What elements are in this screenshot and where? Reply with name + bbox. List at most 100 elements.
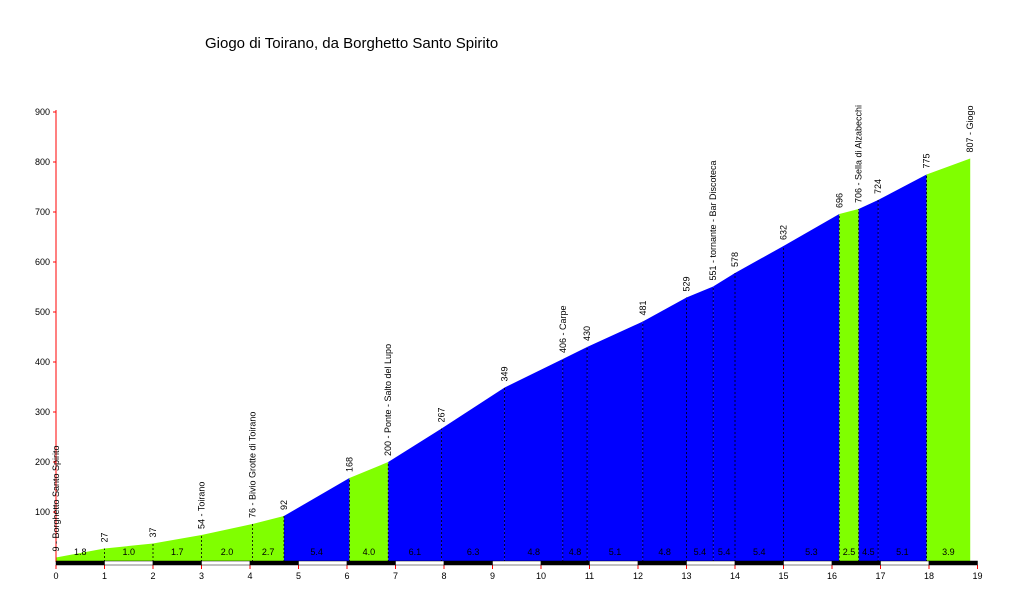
- segment-grade-label: 6.3: [467, 547, 480, 557]
- y-tick-label: 400: [35, 357, 50, 367]
- km-bar-block: [443, 560, 493, 566]
- y-tick-label: 200: [35, 457, 50, 467]
- profile-point-label: 168: [344, 457, 354, 472]
- x-tick-label: 0: [53, 571, 58, 581]
- segment-area: [56, 548, 105, 562]
- y-tick-label: 300: [35, 407, 50, 417]
- segment-area: [642, 297, 687, 562]
- km-bar-block: [686, 560, 736, 566]
- segment-area: [587, 321, 643, 562]
- profile-point-label: 92: [279, 500, 289, 510]
- segment-area: [562, 347, 588, 562]
- x-tick-label: 7: [393, 571, 398, 581]
- profile-point-label: 632: [779, 225, 789, 240]
- x-tick-label: 18: [924, 571, 934, 581]
- segment-grade-label: 5.4: [694, 547, 707, 557]
- profile-point-label: 349: [500, 366, 510, 381]
- profile-point-label: 578: [730, 252, 740, 267]
- x-tick-label: 15: [778, 571, 788, 581]
- segment-area: [349, 462, 389, 562]
- km-bar-block: [831, 560, 881, 566]
- y-tick-label: 700: [35, 207, 50, 217]
- profile-point-label: 551 - tornante - Bar Discoteca: [708, 160, 718, 280]
- segment-grade-label: 1.7: [171, 547, 184, 557]
- segment-grade-label: 1.0: [122, 547, 135, 557]
- x-tick-label: 8: [441, 571, 446, 581]
- x-tick-label: 17: [875, 571, 885, 581]
- segment-area: [201, 524, 253, 562]
- x-tick-label: 6: [344, 571, 349, 581]
- km-bar-block: [734, 560, 784, 566]
- segment-area: [858, 200, 879, 562]
- segment-grade-label: 2.7: [262, 547, 275, 557]
- segment-area: [388, 428, 442, 562]
- profile-point-label: 27: [100, 532, 110, 542]
- segment-grade-label: 4.5: [862, 547, 875, 557]
- segment-grade-label: 4.8: [658, 547, 671, 557]
- segment-grade-label: 6.1: [409, 547, 422, 557]
- point-labels: 9 - Borghetto Santo Spirito 27 37 54 - Toir…: [51, 105, 975, 552]
- segment-grade-label: 5.3: [805, 547, 818, 557]
- segment-grade-labels: 1.8 1.0 1.7 2.0 2.7 5.4 4.0 6.1 6.3 4.8 4.8 5.1 4.8 5…: [74, 547, 955, 557]
- km-bar-block: [201, 560, 251, 566]
- segment-area: [926, 158, 971, 562]
- km-bar-block: [928, 560, 978, 566]
- segment-area: [839, 209, 859, 562]
- x-tick-label: 19: [972, 571, 982, 581]
- km-bar-block: [589, 560, 639, 566]
- segment-area: [783, 214, 840, 562]
- km-bar-block: [104, 560, 154, 566]
- segment-area: [735, 246, 784, 562]
- profile-point-label: 529: [682, 276, 692, 291]
- segment-grade-label: 4.8: [527, 547, 540, 557]
- km-baseline-bar: [55, 560, 978, 566]
- y-tick-label: 500: [35, 307, 50, 317]
- profile-point-label: 481: [638, 300, 648, 315]
- km-bar-block: [492, 560, 542, 566]
- segment-grade-label: 4.0: [363, 547, 376, 557]
- km-bar-block: [346, 560, 396, 566]
- km-bar-block: [880, 560, 930, 566]
- km-bar-block: [298, 560, 348, 566]
- segment-area: [441, 387, 505, 562]
- y-tick-label: 900: [35, 107, 50, 117]
- segment-grade-label: 5.4: [310, 547, 323, 557]
- profile-point-label: 430: [582, 326, 592, 341]
- segment-area: [153, 535, 202, 562]
- x-tick-label: 10: [536, 571, 546, 581]
- y-tick-label: 800: [35, 157, 50, 167]
- segment-area: [283, 478, 350, 562]
- y-tick-label: 100: [35, 507, 50, 517]
- km-bar-block: [783, 560, 833, 566]
- km-bar-block: [55, 560, 105, 566]
- x-tick-label: 4: [247, 571, 252, 581]
- segment-area: [686, 286, 714, 562]
- km-bar-block: [637, 560, 687, 566]
- segment-grade-label: 5.4: [753, 547, 766, 557]
- segment-area: [252, 516, 284, 562]
- y-tick-label: 600: [35, 257, 50, 267]
- x-tick-label: 1: [102, 571, 107, 581]
- x-tick-label: 14: [730, 571, 740, 581]
- segment-grade-label: 3.9: [942, 547, 955, 557]
- profile-point-label: 200 - Ponte - Salto del Lupo: [383, 344, 393, 456]
- x-tick-label: 9: [490, 571, 495, 581]
- profile-point-label: 724: [873, 179, 883, 194]
- segment-grade-label: 1.8: [74, 547, 87, 557]
- segment-area: [713, 273, 735, 562]
- km-bar-block: [540, 560, 590, 566]
- segment-grade-label: 5.1: [896, 547, 909, 557]
- x-tick-label: 11: [585, 571, 594, 581]
- profile-point-label: 775: [922, 153, 932, 168]
- profile-point-label: 76 - Bivio Grotte di Toirano: [247, 412, 257, 518]
- x-tick-label: 16: [827, 571, 837, 581]
- x-tick-label: 3: [199, 571, 204, 581]
- segment-grade-label: 5.4: [718, 547, 731, 557]
- profile-point-label: 807 - Giogo: [965, 105, 975, 152]
- profile-point-label: 54 - Toirano: [197, 482, 207, 529]
- profile-point-label: 267: [437, 407, 447, 422]
- profile-point-label: 706 - Sella di Alzabecchi: [854, 105, 864, 203]
- km-bar-block: [395, 560, 445, 566]
- x-tick-label: 5: [296, 571, 301, 581]
- profile-point-label: 37: [148, 527, 158, 537]
